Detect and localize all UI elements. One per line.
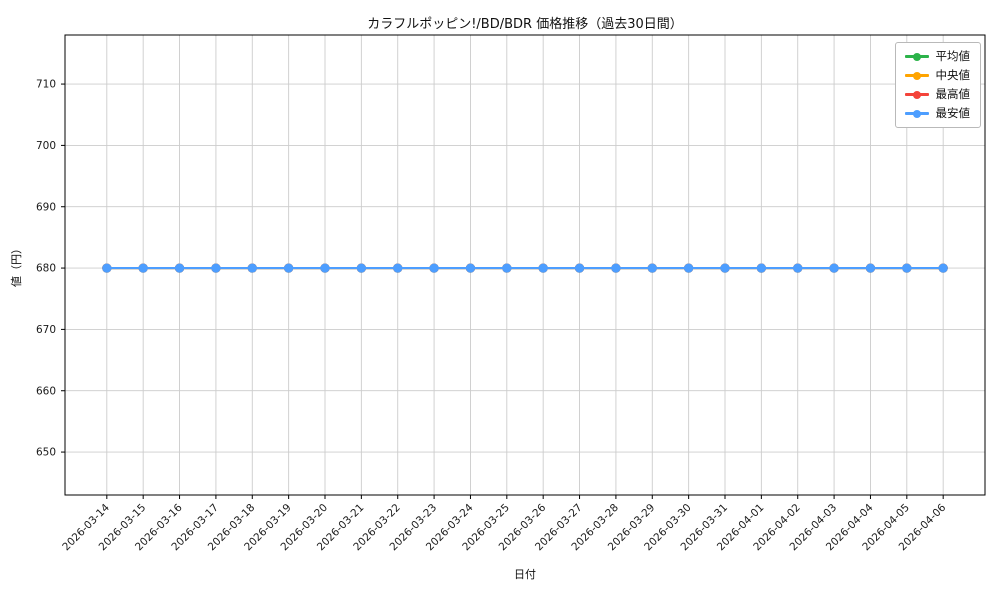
data-point-marker [756, 263, 766, 273]
data-point-marker [611, 263, 621, 273]
data-point-marker [102, 263, 112, 273]
data-point-marker [647, 263, 657, 273]
data-point-marker [902, 263, 912, 273]
svg-text:690: 690 [36, 201, 56, 213]
data-point-marker [138, 263, 148, 273]
legend-label: 中央値 [935, 68, 971, 82]
svg-text:650: 650 [36, 447, 56, 459]
series-3 [102, 263, 948, 273]
tick-marks [61, 83, 944, 499]
data-point-marker [429, 263, 439, 273]
data-point-marker [356, 263, 366, 273]
plot-background [65, 35, 985, 495]
legend-label: 最安値 [935, 106, 971, 120]
data-point-marker [247, 263, 257, 273]
legend-item-2: 最高値 [904, 87, 971, 101]
axis-frame [64, 34, 986, 496]
legend-label: 平均値 [935, 49, 971, 63]
svg-text:710: 710 [36, 79, 56, 91]
legend-line-marker-icon [904, 52, 929, 61]
legend-line-marker-icon [904, 71, 929, 80]
chart-title: カラフルポッピン!/BD/BDR 価格推移（過去30日間） [367, 17, 683, 32]
data-point-marker [284, 263, 294, 273]
data-point-marker [684, 263, 694, 273]
data-point-marker [720, 263, 730, 273]
legend: 平均値中央値最高値最安値 [894, 42, 981, 128]
data-point-marker [211, 263, 221, 273]
legend-item-3: 最安値 [904, 106, 971, 120]
x-axis-label: 日付 [514, 568, 536, 581]
legend-item-1: 中央値 [904, 68, 971, 82]
legend-line-marker-icon [904, 109, 929, 118]
data-point-marker [393, 263, 403, 273]
y-tick-labels: 650 660 670 680 690 700 710 [36, 79, 56, 459]
data-point-marker [574, 263, 585, 273]
data-point-marker [502, 263, 512, 273]
svg-text:680: 680 [36, 263, 56, 275]
legend-label: 最高値 [935, 87, 971, 101]
svg-text:660: 660 [36, 385, 56, 397]
data-point-marker [829, 263, 839, 273]
legend-line-marker-icon [904, 90, 929, 99]
x-tick-labels: 2026-03-142026-03-152026-03-162026-03-17… [60, 501, 948, 553]
data-point-marker [793, 263, 803, 273]
data-point-marker [865, 263, 876, 273]
legend-item-0: 平均値 [904, 49, 971, 63]
data-point-marker [320, 263, 330, 273]
svg-text:700: 700 [36, 140, 56, 152]
data-point-marker [174, 263, 185, 273]
data-point-marker [465, 263, 476, 273]
svg-text:670: 670 [36, 324, 56, 336]
data-point-marker [938, 263, 948, 273]
data-point-marker [538, 263, 548, 273]
